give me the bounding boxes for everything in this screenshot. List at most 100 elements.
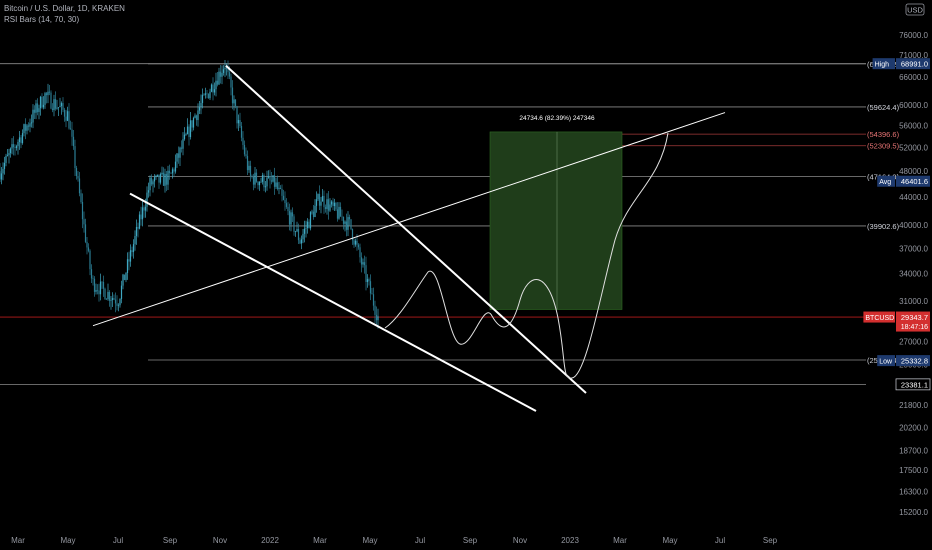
candle-body [375,314,378,321]
candle-body [258,181,261,186]
candle-body [50,92,52,109]
indicator-label[interactable]: RSI Bars (14, 70, 30) [4,15,80,24]
candle-body [233,99,235,104]
candle-body [240,126,243,138]
candle-body [176,153,178,162]
trend-line[interactable] [225,65,587,394]
candle-body [146,192,148,207]
y-tick-label: 20200.0 [899,424,928,433]
candle-body [294,231,297,232]
candle-body [317,194,319,200]
candle-body [368,279,370,282]
candle-body [39,96,42,109]
candle-body [12,144,15,148]
candle-body [72,136,75,147]
candle-body [266,177,268,187]
candle-body [80,193,82,202]
candle-body [164,173,166,186]
badge-tag-bg [872,58,895,70]
candle-body [23,124,25,134]
candle-body [224,67,226,70]
candle-body [98,290,100,295]
x-tick-label: Jul [415,536,425,545]
candle-body [236,106,238,124]
candle-body [356,240,358,245]
candle-body [302,233,304,240]
candle-body [341,216,343,218]
candle-body [38,108,40,113]
badge-countdown: 18:47:16 [901,324,928,331]
candle-body [309,212,312,229]
candle-body [161,172,163,175]
projection-curve[interactable] [384,132,669,379]
badge-value-bg [895,378,931,391]
x-tick-label: Nov [213,536,227,545]
candle-body [2,168,4,174]
y-tick-label: 52000.0 [899,143,928,152]
candle-body [234,99,237,107]
x-tick-label: May [662,536,677,545]
candle-body [336,209,339,219]
badge-tag: BTCUSD [865,315,894,322]
symbol-title[interactable]: Bitcoin / U.S. Dollar, 1D, KRAKEN [4,4,125,13]
target-box-label: 24734.6 (82.39%) 247346 [519,115,595,122]
candle-body [303,228,306,234]
candle-body [71,129,73,137]
candle-body [212,84,214,93]
candle-body [93,278,96,292]
candle-body [9,148,12,154]
candle-body [348,217,351,220]
trend-line[interactable] [92,112,726,327]
candle-body [51,108,54,111]
candle-body [128,259,130,262]
candle-body [290,212,292,225]
candle-body [62,103,64,110]
candle-body [171,169,174,174]
candle-body [116,303,118,306]
price-levels: (68957.2)(59624.4)(54396.6)(52309.5)(471… [0,60,900,385]
candle-body [225,67,228,69]
badge-tag: Low [879,359,893,366]
candle-body [14,147,16,149]
candle-body [41,96,43,108]
candle-body [243,144,246,155]
y-tick-label: 66000.0 [899,73,928,82]
candle-body [333,202,336,207]
candle-body [65,116,67,121]
trend-drawings [92,65,726,412]
candle-body [327,199,330,211]
currency-badge[interactable] [905,3,925,16]
candle-body [365,265,367,282]
candle-body [33,109,36,113]
x-tick-label: 2023 [561,536,579,545]
candle-body [47,91,49,96]
candle-body [125,272,127,281]
target-box-layer: 24734.6 (82.39%) 247346 [489,115,623,310]
badge-value: 29343.7 [901,313,928,322]
candle-body [272,175,274,182]
candle-body [144,206,147,211]
x-tick-label: Jul [113,536,123,545]
badge-tag: High [875,62,890,69]
trend-line[interactable] [129,192,537,412]
badge-value-bg [896,355,930,367]
badge-value: 68991.0 [901,60,928,69]
candle-body [282,195,285,200]
candle-body [84,224,87,242]
x-tick-label: Nov [513,536,527,545]
candle-body [140,214,142,220]
candle-body [113,298,115,300]
candle-body [297,229,300,241]
candle-body [99,281,102,295]
badge-tag-bg [877,175,895,187]
candle-body [75,167,78,176]
candle-body [204,93,207,95]
badge-tag-bg [863,311,895,323]
candle-body [29,123,31,127]
candle-body [177,153,180,158]
target-box[interactable] [489,131,623,310]
candle-body [362,262,364,265]
candle-body [329,204,331,211]
candle-body [354,240,357,245]
